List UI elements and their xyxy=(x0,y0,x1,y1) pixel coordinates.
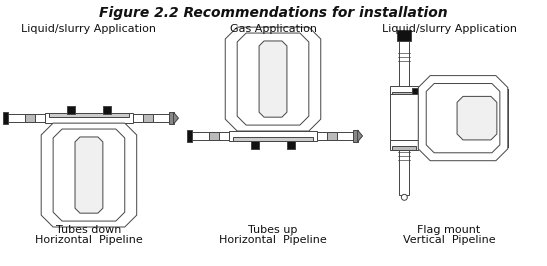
Text: Liquid/slurry Application: Liquid/slurry Application xyxy=(21,24,156,34)
Polygon shape xyxy=(457,96,497,140)
Bar xyxy=(418,133,508,147)
Polygon shape xyxy=(225,27,321,131)
Bar xyxy=(67,123,75,182)
Bar xyxy=(188,130,193,142)
Bar xyxy=(45,113,133,123)
Bar xyxy=(412,89,422,98)
Bar xyxy=(418,89,508,103)
Bar xyxy=(391,94,418,140)
Bar xyxy=(399,41,409,89)
Bar xyxy=(188,132,229,140)
Polygon shape xyxy=(358,130,363,142)
Bar xyxy=(391,140,418,150)
Bar xyxy=(251,141,259,149)
Bar xyxy=(317,132,354,140)
Bar xyxy=(25,114,35,122)
Bar xyxy=(392,146,416,150)
Bar xyxy=(392,92,416,96)
Text: Horizontal  Pipeline: Horizontal Pipeline xyxy=(35,235,143,245)
Text: Vertical  Pipeline: Vertical Pipeline xyxy=(403,235,496,245)
Polygon shape xyxy=(237,33,309,125)
Bar xyxy=(251,72,259,131)
Bar xyxy=(494,89,508,147)
Bar xyxy=(67,106,75,114)
Polygon shape xyxy=(173,112,178,124)
Bar xyxy=(233,137,313,141)
Bar xyxy=(229,131,317,141)
Circle shape xyxy=(401,194,408,200)
Text: Tubes up: Tubes up xyxy=(248,225,298,235)
Bar xyxy=(3,112,8,124)
Polygon shape xyxy=(53,129,125,221)
Bar xyxy=(49,113,129,117)
Text: Horizontal  Pipeline: Horizontal Pipeline xyxy=(219,235,327,245)
Bar xyxy=(251,60,295,72)
Bar xyxy=(327,132,336,140)
Text: Flag mount: Flag mount xyxy=(417,225,481,235)
Bar xyxy=(397,30,411,41)
Bar xyxy=(391,86,418,96)
Text: Liquid/slurry Application: Liquid/slurry Application xyxy=(382,24,516,34)
Bar xyxy=(143,114,153,122)
Text: Figure 2.2 Recommendations for installation: Figure 2.2 Recommendations for installat… xyxy=(98,6,447,20)
Bar xyxy=(3,114,45,122)
Text: Tubes down: Tubes down xyxy=(56,225,121,235)
Bar xyxy=(287,72,295,131)
Bar xyxy=(168,112,173,124)
Polygon shape xyxy=(41,123,137,227)
Bar xyxy=(287,141,295,149)
Bar xyxy=(103,123,111,182)
Text: Gas Application: Gas Application xyxy=(230,24,317,34)
Polygon shape xyxy=(418,76,508,161)
Bar xyxy=(67,182,111,194)
Bar xyxy=(399,150,409,195)
Polygon shape xyxy=(426,84,500,153)
Bar xyxy=(133,114,171,122)
Bar xyxy=(103,106,111,114)
Polygon shape xyxy=(259,41,287,117)
Bar xyxy=(210,132,219,140)
Polygon shape xyxy=(75,137,103,213)
Bar xyxy=(353,130,358,142)
